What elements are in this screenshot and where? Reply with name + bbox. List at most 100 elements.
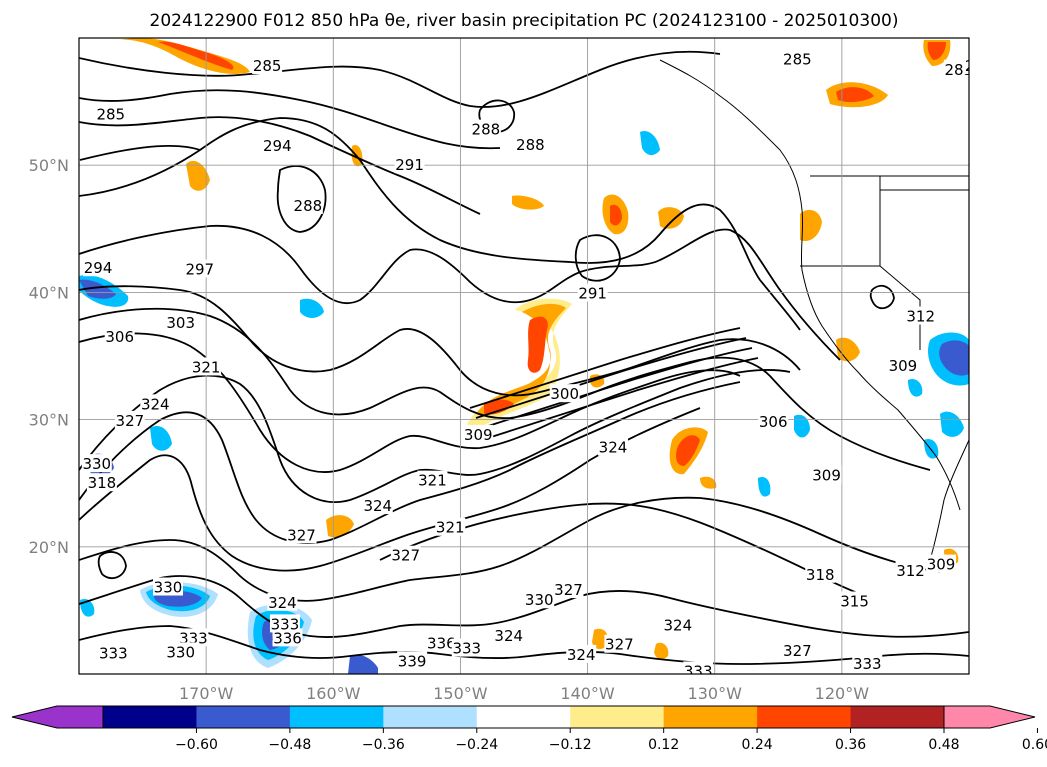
colorbar-frame bbox=[102, 705, 945, 729]
contour-label: 297 bbox=[185, 261, 214, 279]
contour-label-background bbox=[577, 283, 608, 302]
coastline bbox=[659, 59, 969, 561]
contour-label-background bbox=[81, 454, 112, 473]
contour-label: 330 bbox=[82, 455, 111, 473]
colorbar-extend-low bbox=[11, 705, 104, 729]
contour-label-background bbox=[252, 55, 283, 74]
longitude-label: 160°W bbox=[306, 684, 361, 703]
contour-label: 285 bbox=[96, 105, 125, 123]
contour-label: 324 bbox=[268, 594, 297, 612]
contour-label-background bbox=[805, 564, 836, 583]
colorbar-segment bbox=[196, 706, 291, 728]
gridlines bbox=[79, 38, 969, 674]
contour-label-background bbox=[191, 357, 222, 376]
contour-label: 327 bbox=[116, 412, 145, 430]
colorbar-tick-label: −0.36 bbox=[362, 737, 405, 753]
longitude-label: 120°W bbox=[815, 684, 870, 703]
contour-label: 309 bbox=[812, 467, 841, 485]
colorbar-tick-label: −0.48 bbox=[268, 737, 311, 753]
contour-label: 321 bbox=[418, 472, 447, 490]
contour-label-background bbox=[153, 577, 183, 596]
colorbar-tick-label: 0.48 bbox=[928, 737, 959, 753]
contour-label: 288 bbox=[516, 136, 545, 154]
contour-label-background bbox=[86, 473, 117, 492]
contour-label: 321 bbox=[436, 519, 465, 537]
contour-label: 285 bbox=[783, 51, 812, 69]
contour-label-background bbox=[390, 545, 421, 564]
colorbar-extend-high bbox=[943, 705, 1036, 729]
contour-label: 336 bbox=[427, 634, 456, 652]
contour-label-background bbox=[782, 641, 813, 660]
contour-label-background bbox=[83, 258, 114, 277]
latitude-label: 30°N bbox=[29, 411, 69, 430]
contour-label-background bbox=[782, 49, 813, 68]
contour-label: 336 bbox=[273, 629, 302, 647]
contour-label: 333 bbox=[99, 645, 128, 663]
contour-label: 324 bbox=[494, 627, 523, 645]
contour-label: 303 bbox=[166, 314, 195, 332]
colorbar-tick-label: 0.60 bbox=[1022, 737, 1047, 753]
contour-label-background bbox=[184, 259, 215, 278]
contour-label-background bbox=[839, 591, 870, 610]
contour-label: 291 bbox=[395, 156, 424, 174]
colorbar-segment bbox=[289, 706, 384, 728]
contour-label-background bbox=[267, 592, 298, 611]
contour-label: 294 bbox=[84, 259, 113, 277]
contour-label: 282 bbox=[965, 57, 994, 75]
contour-label: 327 bbox=[783, 642, 812, 660]
contour-label-background bbox=[524, 590, 555, 609]
contour-label-background bbox=[394, 155, 425, 174]
contour-label-background bbox=[114, 410, 145, 429]
contour-label: 333 bbox=[684, 662, 713, 680]
longitude-label: 150°W bbox=[433, 684, 488, 703]
contour-label: 339 bbox=[398, 652, 427, 670]
contour-label-background bbox=[852, 653, 883, 672]
contour-label-background bbox=[165, 642, 196, 661]
longitude-labels: 170°W 160°W 150°W 140°W 130°W 120°W bbox=[179, 684, 869, 703]
contour-label: 330 bbox=[166, 643, 195, 661]
contour-label-background bbox=[463, 424, 494, 443]
contour-label: 294 bbox=[263, 137, 292, 155]
contour-label: 309 bbox=[889, 357, 918, 375]
contour-label: 291 bbox=[578, 285, 607, 303]
longitude-label: 140°W bbox=[560, 684, 615, 703]
contour-label: 285 bbox=[945, 61, 974, 79]
colorbar: −0.60 −0.48 −0.36 −0.24 −0.12 0.12 0.24 0.36 0.4… bbox=[11, 705, 1047, 753]
longitude-label: 170°W bbox=[179, 684, 234, 703]
colorbar-segment bbox=[383, 706, 478, 728]
colorbar-tick-label: 0.24 bbox=[742, 737, 773, 753]
contour-label: 327 bbox=[554, 581, 583, 599]
contour-label: 309 bbox=[927, 556, 956, 574]
colorbar-tick-label: −0.60 bbox=[175, 737, 218, 753]
contour-label-background bbox=[292, 195, 323, 214]
contour-label-background bbox=[262, 136, 293, 155]
contour-label: 315 bbox=[840, 592, 869, 610]
contour-label: 324 bbox=[363, 497, 392, 515]
contour-label-background bbox=[662, 615, 693, 634]
contour-label-background bbox=[943, 59, 969, 78]
contour-label-background bbox=[286, 525, 317, 544]
contour-label-background bbox=[566, 644, 597, 663]
contour-label: 306 bbox=[759, 413, 788, 431]
contour-label-background bbox=[417, 470, 448, 489]
colorbar-tick-label: 0.12 bbox=[648, 737, 679, 753]
contour-label-background bbox=[758, 412, 789, 431]
contour-label-background bbox=[598, 437, 628, 456]
contour-label-background bbox=[426, 633, 457, 652]
contour-label: 324 bbox=[567, 646, 596, 664]
contour-label: 324 bbox=[664, 617, 693, 635]
latitude-label: 40°N bbox=[29, 283, 69, 302]
latitude-label: 50°N bbox=[29, 156, 69, 175]
contour-label: 309 bbox=[464, 426, 493, 444]
contour-label-background bbox=[178, 628, 209, 647]
map-border bbox=[78, 37, 970, 675]
figure-title: 2024122900 F012 850 hPa θe, river basin … bbox=[150, 11, 899, 31]
contour-label: 330 bbox=[525, 591, 554, 609]
contour-label-background bbox=[926, 554, 957, 573]
contour-label-background bbox=[470, 119, 501, 138]
contour-label: 318 bbox=[806, 566, 835, 584]
contour-label-background bbox=[435, 517, 466, 536]
contour-label-background bbox=[811, 465, 842, 484]
